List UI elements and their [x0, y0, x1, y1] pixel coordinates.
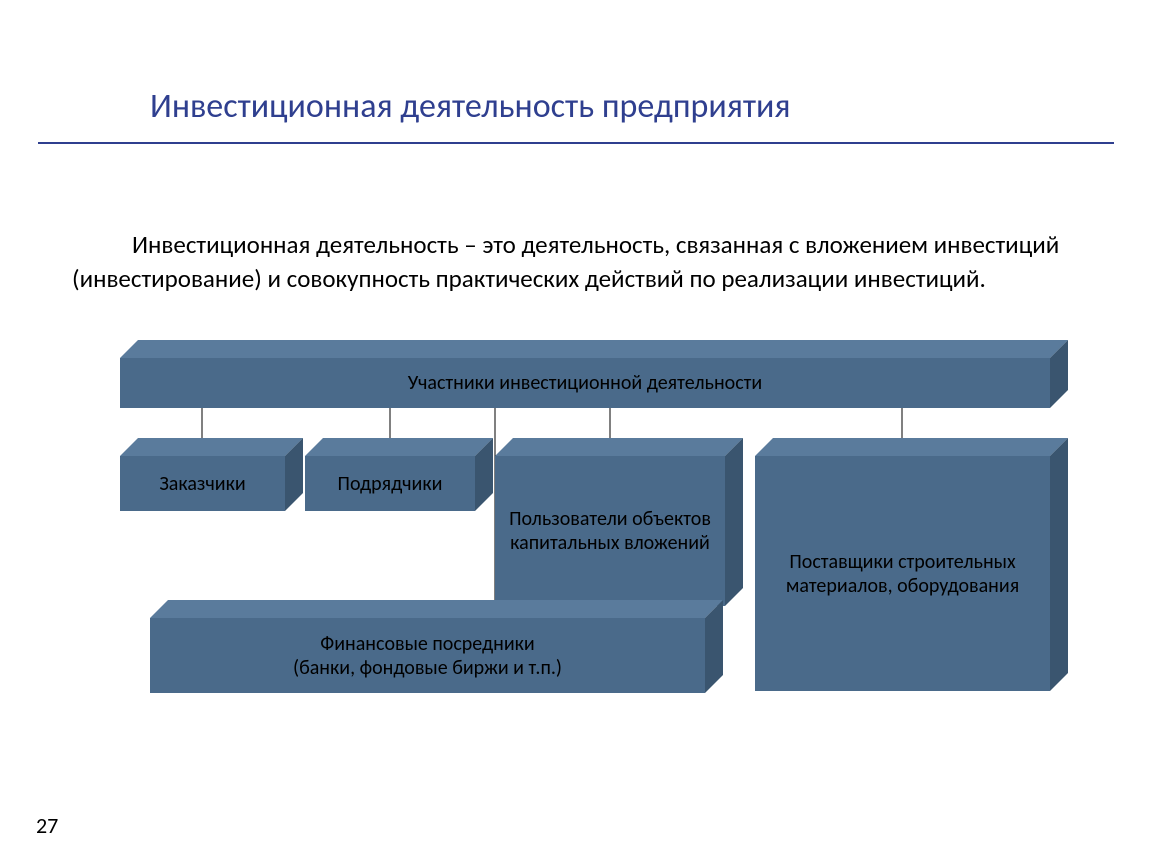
slide-title: Инвестиционная деятельность предприятия: [150, 86, 791, 127]
box-header: Участники инвестиционной деятельности: [120, 358, 1050, 408]
box-label-contractors: Подрядчики: [328, 466, 453, 502]
box-label-suppliers: Поставщики строительных материалов, обор…: [755, 544, 1050, 604]
slide: Инвестиционная деятельность предприятия …: [0, 0, 1150, 864]
participants-diagram: Участники инвестиционной деятельности Зак…: [120, 358, 1050, 738]
box-label-users: Пользователи объектов капитальных вложен…: [495, 501, 725, 561]
box-intermediaries: Финансовые посредники (банки, фондовые б…: [150, 618, 705, 693]
box-customers: Заказчики: [120, 456, 285, 511]
body-paragraph: Инвестиционная деятельность – это деятел…: [72, 228, 1072, 296]
box-label-customers: Заказчики: [149, 466, 255, 502]
box-label-header: Участники инвестиционной деятельности: [398, 365, 772, 401]
box-users: Пользователи объектов капитальных вложен…: [495, 456, 725, 606]
box-suppliers: Поставщики строительных материалов, обор…: [755, 456, 1050, 691]
box-label-intermediaries: Финансовые посредники (банки, фондовые б…: [283, 626, 572, 686]
title-rule: [38, 142, 1114, 144]
page-number: 27: [36, 812, 58, 839]
box-contractors: Подрядчики: [305, 456, 475, 511]
